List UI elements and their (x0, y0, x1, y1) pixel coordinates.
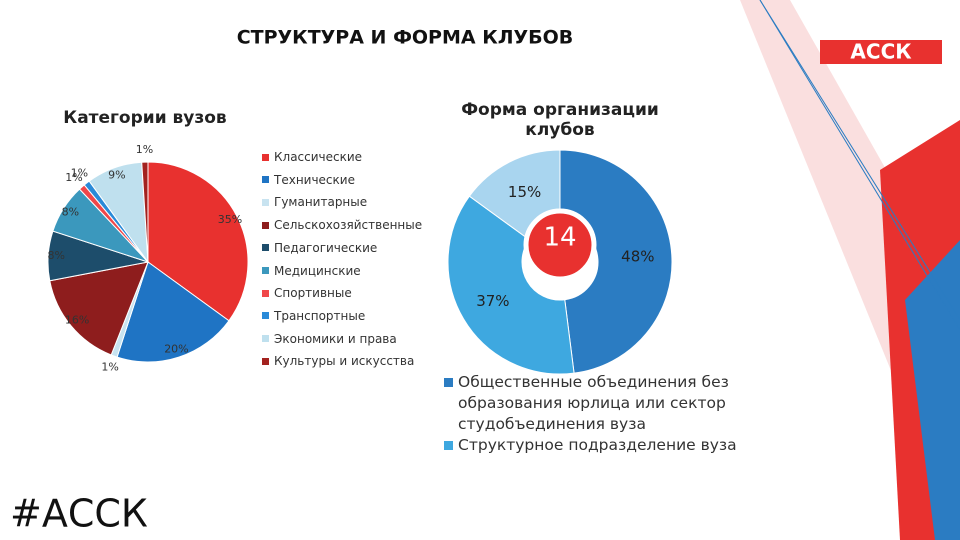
legend-item: Культуры и искусства (262, 354, 414, 368)
data-label: 16% (65, 314, 89, 327)
legend-label: Структурное подразделение вуза (458, 436, 737, 454)
decor (759, 0, 960, 321)
data-label: 9% (108, 168, 125, 181)
legend-item: Экономики и права (262, 332, 397, 346)
legend-swatch (262, 335, 269, 343)
decor (905, 240, 960, 540)
legend-item: Сельскохозяйственные (262, 218, 422, 232)
legend-label: Технические (274, 172, 355, 187)
legend-label: Общественные объединения без образования… (458, 373, 729, 433)
legend-swatch (262, 221, 269, 229)
legend-swatch (262, 244, 269, 252)
slice (141, 161, 149, 263)
legend-swatch (262, 176, 269, 184)
data-label: 1% (136, 143, 153, 156)
data-label: 35% (218, 213, 242, 226)
data-label: 1% (101, 360, 118, 373)
data-label: 48% (621, 248, 654, 266)
legend-label: Культуры и искусства (274, 354, 415, 369)
legend-item: Технические (262, 173, 355, 187)
data-label: 8% (47, 249, 64, 262)
center-label: 14 (543, 223, 576, 253)
legend-swatch (444, 378, 453, 387)
hashtag: #АССК (10, 492, 148, 536)
legend-label: Экономики и права (274, 331, 397, 346)
legend-label: Педагогические (274, 240, 378, 255)
title: СТРУКТУРА И ФОРМА КЛУБОВ (237, 27, 574, 49)
legend-item: Классические (262, 150, 362, 164)
legend-item: Спортивные (262, 286, 352, 300)
legend-item: Общественные объединения без образования… (444, 372, 744, 435)
legend-item: Структурное подразделение вуза (444, 435, 744, 456)
legend-swatch (262, 267, 269, 274)
data-label: 1% (65, 171, 82, 184)
chart-title: Категории вузов (63, 108, 227, 128)
legend-item: Медицинские (262, 264, 361, 278)
legend-label: Транспортные (274, 308, 366, 323)
legend-item: Педагогические (262, 241, 377, 255)
logo: АССК (850, 40, 912, 64)
legend-label: Спортивные (274, 286, 352, 301)
data-label: 37% (476, 292, 509, 310)
legend-label: Медицинские (274, 263, 361, 278)
legend-item: Транспортные (262, 309, 365, 323)
legend-swatch (262, 357, 269, 365)
data-label: 15% (508, 183, 541, 201)
data-label: 8% (62, 206, 79, 219)
data-label: 1% (71, 167, 88, 180)
data-label: 20% (164, 342, 188, 355)
legend-swatch (262, 198, 269, 206)
slice (147, 161, 249, 322)
legend-label: Гуманитарные (274, 195, 368, 210)
legend-label: Сельскохозяйственные (274, 218, 423, 233)
logo-box (820, 40, 942, 64)
legend-item: Гуманитарные (262, 195, 367, 209)
decor (759, 0, 960, 331)
legend-swatch (262, 289, 269, 297)
legend-swatch (262, 153, 269, 161)
legend-swatch (262, 312, 269, 320)
center-badge (523, 208, 597, 282)
slice (116, 261, 230, 363)
legend-label: Классические (274, 150, 363, 164)
slice (447, 195, 575, 375)
chart-title: Форма организации клубов (461, 100, 659, 140)
legend-swatch (444, 441, 453, 450)
